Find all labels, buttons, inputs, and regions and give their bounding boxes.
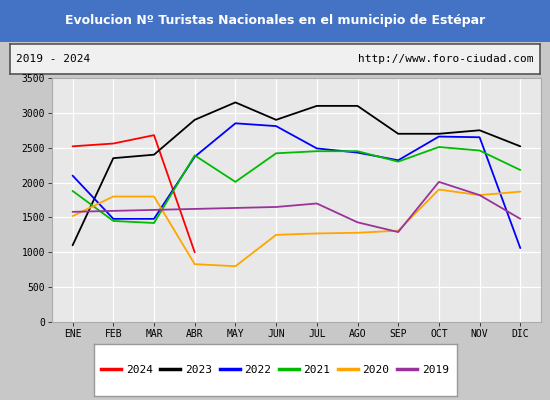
Text: 2019 - 2024: 2019 - 2024	[16, 54, 91, 64]
Legend: 2024, 2023, 2022, 2021, 2020, 2019: 2024, 2023, 2022, 2021, 2020, 2019	[98, 362, 452, 378]
Text: http://www.foro-ciudad.com: http://www.foro-ciudad.com	[358, 54, 534, 64]
Text: Evolucion Nº Turistas Nacionales en el municipio de Estépar: Evolucion Nº Turistas Nacionales en el m…	[65, 14, 485, 27]
